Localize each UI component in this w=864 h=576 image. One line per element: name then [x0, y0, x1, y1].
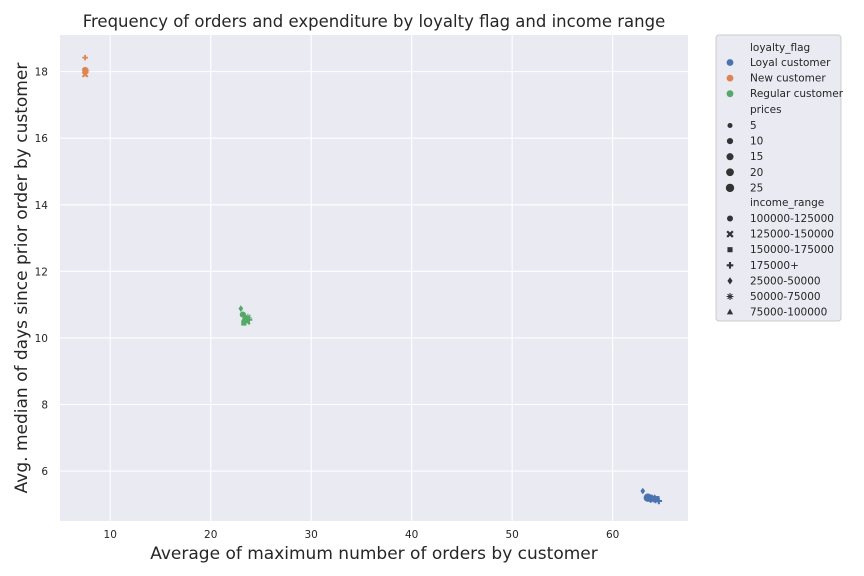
data-point	[640, 487, 646, 495]
x-tick-labels: 10 20 30 40 50 60	[104, 529, 620, 541]
x-tick-label: 20	[204, 529, 217, 541]
y-tick-label: 16	[35, 133, 49, 145]
x-tick-label: 30	[305, 529, 318, 541]
legend-marker	[726, 74, 734, 82]
legend-style-marker	[726, 308, 734, 315]
y-tick-label: 8	[41, 399, 48, 411]
series-regular-customer	[238, 305, 253, 326]
x-axis-title: Average of maximum number of orders by c…	[150, 544, 598, 564]
data-point	[81, 70, 89, 78]
data-point	[238, 305, 244, 312]
legend-entry-label: 150000-175000	[750, 244, 834, 256]
y-tick-label: 18	[35, 67, 48, 79]
legend-title-income-range: income_range	[750, 197, 824, 209]
legend-entry-label: 75000-100000	[750, 307, 827, 319]
plot-background	[60, 35, 688, 521]
legend-frame	[715, 34, 842, 322]
legend: loyalty_flag prices income_range Loyal c…	[715, 34, 844, 322]
legend-entry-label: Loyal customer	[750, 57, 831, 69]
data-point	[82, 54, 88, 61]
y-tick-label: 6	[41, 466, 48, 478]
legend-entry-label: New customer	[750, 73, 826, 85]
legend-entry-label: 5	[750, 120, 757, 132]
legend-entry-label: 20	[750, 167, 763, 179]
legend-entry-label: 25	[750, 182, 763, 194]
legend-marker	[726, 90, 734, 98]
legend-entry-label: Regular customer	[750, 88, 844, 100]
data-point	[241, 320, 247, 326]
y-tick-label: 14	[35, 200, 49, 212]
y-tick-label: 12	[35, 266, 48, 278]
legend-entry-label: 175000+	[750, 260, 799, 272]
series-loyal-customer	[640, 487, 663, 505]
chart-title: Frequency of orders and expenditure by l…	[83, 12, 666, 31]
x-tick-label: 50	[505, 529, 518, 541]
legend-entry-label: 10	[750, 136, 763, 148]
legend-entry-label: 25000-50000	[750, 275, 821, 287]
legend-style-marker	[726, 262, 734, 269]
legend-size-marker	[726, 138, 734, 145]
legend-title-prices: prices	[750, 104, 782, 116]
data-point	[82, 67, 90, 75]
legend-entry-label: 15	[750, 151, 763, 163]
x-tick-label: 60	[606, 529, 619, 541]
legend-marker	[726, 59, 734, 66]
x-tick-label: 10	[104, 529, 117, 541]
series-new-customer	[81, 54, 90, 78]
legend-entry-label: 125000-150000	[750, 229, 834, 241]
plot-area	[60, 35, 688, 521]
legend-style-marker	[727, 215, 733, 222]
legend-style-marker	[726, 230, 734, 238]
legend-style-marker	[727, 277, 733, 285]
legend-style-marker	[727, 247, 733, 253]
legend-size-marker	[726, 168, 734, 177]
legend-style-marker	[726, 293, 734, 300]
legend-entry-label: 100000-125000	[750, 213, 834, 225]
legend-size-marker	[725, 183, 735, 193]
data-point	[244, 313, 252, 321]
legend-size-marker	[727, 122, 733, 129]
y-tick-labels: 6 8 10 12 14 16 18	[35, 67, 49, 478]
legend-entry-label: 50000-75000	[750, 291, 821, 303]
grid-lines	[60, 35, 688, 521]
x-tick-label: 40	[405, 529, 418, 541]
y-axis-title: Avg. median of days since prior order by…	[12, 63, 32, 494]
data-point	[652, 496, 660, 504]
data-points	[81, 54, 663, 505]
legend-title-loyalty-flag: loyalty_flag	[750, 42, 810, 54]
legend-size-marker	[726, 153, 734, 161]
y-tick-label: 10	[35, 333, 48, 345]
